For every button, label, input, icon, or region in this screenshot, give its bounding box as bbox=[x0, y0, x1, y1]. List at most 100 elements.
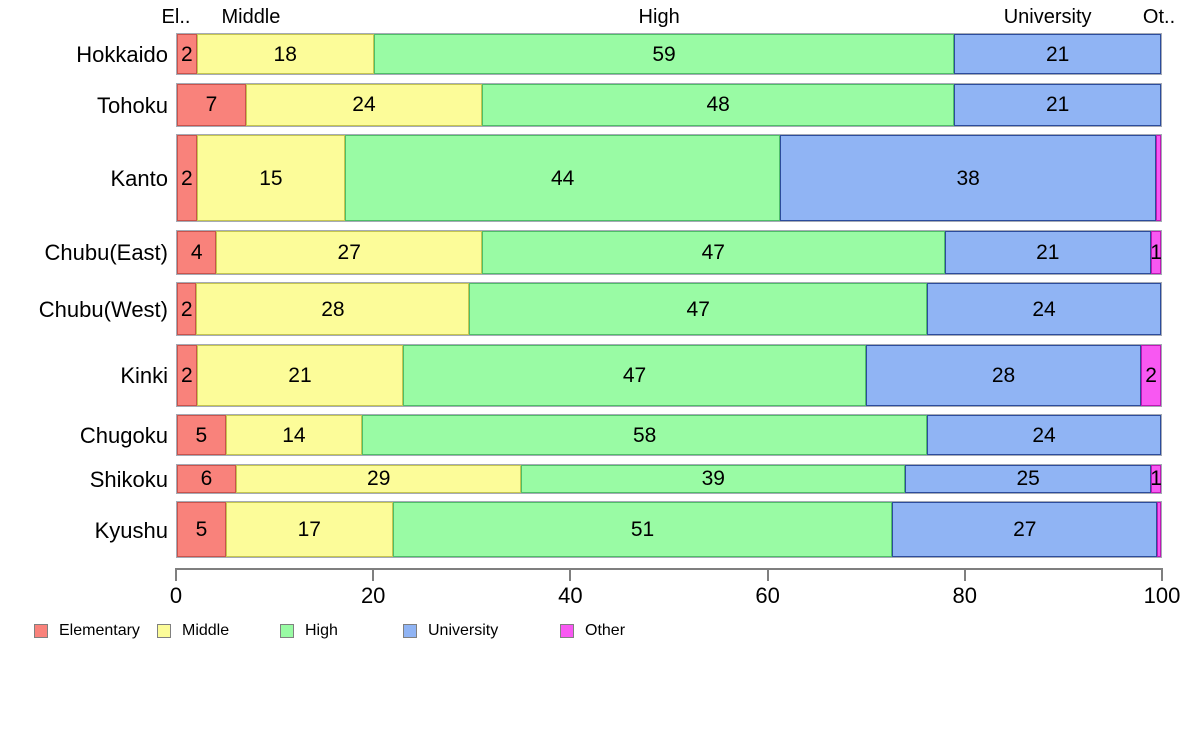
segment-value: 24 bbox=[352, 93, 376, 116]
region-label: Kanto bbox=[110, 166, 169, 191]
x-axis-tick-label: 20 bbox=[360, 583, 386, 608]
segment-value: 4 bbox=[190, 240, 203, 264]
segment-value: 47 bbox=[686, 297, 710, 321]
segment-value: 47 bbox=[701, 240, 725, 264]
segment-university: 24 bbox=[927, 283, 1161, 335]
segment-elementary: 6 bbox=[177, 464, 237, 493]
legend-item-elementary: Elementary bbox=[34, 622, 140, 640]
legend-label: High bbox=[305, 622, 338, 639]
segment-value: 2 bbox=[181, 166, 193, 190]
legend-swatch-high-icon bbox=[280, 624, 294, 638]
legend-item-university: University bbox=[403, 622, 498, 640]
segment-value: 29 bbox=[367, 467, 391, 490]
segment-other: 1 bbox=[1150, 464, 1162, 493]
x-axis-line bbox=[176, 568, 1162, 570]
segment-value: 27 bbox=[1013, 518, 1037, 541]
legend-label: Elementary bbox=[59, 622, 140, 639]
segment-value: 48 bbox=[706, 93, 730, 116]
column-header-el: El.. bbox=[161, 6, 191, 28]
segment-middle: 21 bbox=[196, 344, 404, 406]
segment-value: 51 bbox=[630, 518, 655, 541]
segment-high: 47 bbox=[482, 230, 945, 274]
segment-university: 28 bbox=[865, 344, 1142, 406]
segment-university: 21 bbox=[954, 34, 1161, 74]
x-axis-tick-label: 40 bbox=[558, 583, 583, 608]
segment-value: 5 bbox=[195, 518, 208, 541]
segment-value: 24 bbox=[1032, 423, 1056, 447]
segment-value: 47 bbox=[622, 363, 647, 387]
segment-value: 6 bbox=[200, 467, 213, 490]
segment-value: 44 bbox=[550, 166, 575, 190]
x-axis-tick-label: 60 bbox=[755, 583, 780, 608]
region-label: Kyushu bbox=[94, 517, 168, 543]
x-axis: 0 20 40 60 80 100 bbox=[170, 568, 1180, 608]
segment-elementary: 2 bbox=[177, 135, 197, 221]
segment-value: 58 bbox=[632, 423, 657, 447]
segment-elementary: 5 bbox=[177, 502, 226, 557]
region-label: Chugoku bbox=[79, 423, 168, 448]
bar-row-tohoku: Tohoku 7 24 48 21 bbox=[97, 82, 1162, 127]
segment-elementary: 2 bbox=[177, 34, 197, 74]
segment-middle: 18 bbox=[196, 34, 374, 74]
segment-university: 38 bbox=[780, 135, 1157, 221]
x-axis-tick-label: 100 bbox=[1143, 583, 1181, 608]
segment-university: 21 bbox=[944, 230, 1152, 274]
segment-high: 39 bbox=[521, 464, 906, 493]
segment-high: 47 bbox=[469, 283, 928, 335]
column-header-middle: Middle bbox=[221, 6, 281, 28]
segment-value: 24 bbox=[1032, 297, 1056, 321]
segment-high: 59 bbox=[373, 34, 955, 74]
segment-value: 18 bbox=[273, 42, 297, 66]
segment-elementary: 4 bbox=[177, 230, 217, 274]
segment-value: 39 bbox=[701, 467, 725, 490]
segment-middle: 27 bbox=[216, 230, 483, 274]
bar-row-kyushu: Kyushu 5 17 51 27 bbox=[95, 501, 1162, 558]
segment-university: 25 bbox=[905, 464, 1152, 493]
legend-item-middle: Middle bbox=[157, 622, 229, 640]
segment-high: 47 bbox=[403, 344, 866, 406]
segment-other bbox=[1157, 502, 1161, 557]
legend-label: Middle bbox=[182, 622, 230, 639]
segment-elementary: 2 bbox=[177, 344, 197, 406]
segment-value: 27 bbox=[337, 240, 361, 264]
legend-item-high: High bbox=[280, 622, 338, 640]
segment-middle: 29 bbox=[236, 464, 522, 493]
segment-high: 48 bbox=[482, 83, 955, 126]
legend-label: University bbox=[428, 622, 499, 639]
segment-middle: 17 bbox=[226, 502, 393, 557]
segment-value: 21 bbox=[1045, 42, 1070, 66]
segment-elementary: 2 bbox=[177, 283, 197, 335]
x-axis-tick bbox=[963, 568, 966, 581]
segment-value: 15 bbox=[259, 166, 283, 190]
segment-value: 2 bbox=[180, 297, 193, 321]
segment-value: 28 bbox=[991, 363, 1016, 387]
segment-value: 14 bbox=[282, 423, 306, 447]
bar-row-kinki: Kinki 2 21 47 28 2 bbox=[120, 343, 1162, 407]
bar-row-hokkaido: Hokkaido 2 18 59 21 bbox=[76, 33, 1162, 75]
region-label: Chubu(West) bbox=[38, 297, 168, 322]
segment-other: 1 bbox=[1150, 230, 1162, 274]
segment-value: 1 bbox=[1150, 240, 1162, 264]
segment-value: 25 bbox=[1016, 467, 1040, 490]
bar-row-chugoku: Chugoku 5 14 58 24 bbox=[80, 414, 1162, 456]
segment-elementary: 7 bbox=[177, 83, 246, 126]
segment-value: 21 bbox=[1036, 240, 1060, 264]
segment-value: 21 bbox=[1045, 93, 1070, 116]
segment-value: 21 bbox=[288, 363, 312, 387]
segment-university: 24 bbox=[927, 415, 1161, 455]
segment-high: 51 bbox=[392, 502, 893, 557]
segment-high: 58 bbox=[362, 415, 928, 455]
segment-other: 2 bbox=[1141, 344, 1161, 406]
legend-label: Other bbox=[585, 622, 626, 639]
region-label: Hokkaido bbox=[76, 42, 168, 67]
plot-area: Hokkaido 2 18 59 21 Tohoku 7 24 48 21 Kanto 2 15 44 38… bbox=[39, 33, 1162, 558]
segment-value: 2 bbox=[1145, 363, 1157, 387]
segment-value: 2 bbox=[180, 363, 193, 387]
legend: Elementary Middle High University Other bbox=[0, 622, 1188, 648]
legend-item-other: Other bbox=[560, 622, 625, 640]
segment-value: 59 bbox=[652, 42, 676, 66]
region-label: Chubu(East) bbox=[44, 240, 168, 265]
bar-row-chubuwest: Chubu(West) 2 28 47 24 bbox=[39, 282, 1162, 336]
segment-middle: 14 bbox=[225, 415, 363, 455]
